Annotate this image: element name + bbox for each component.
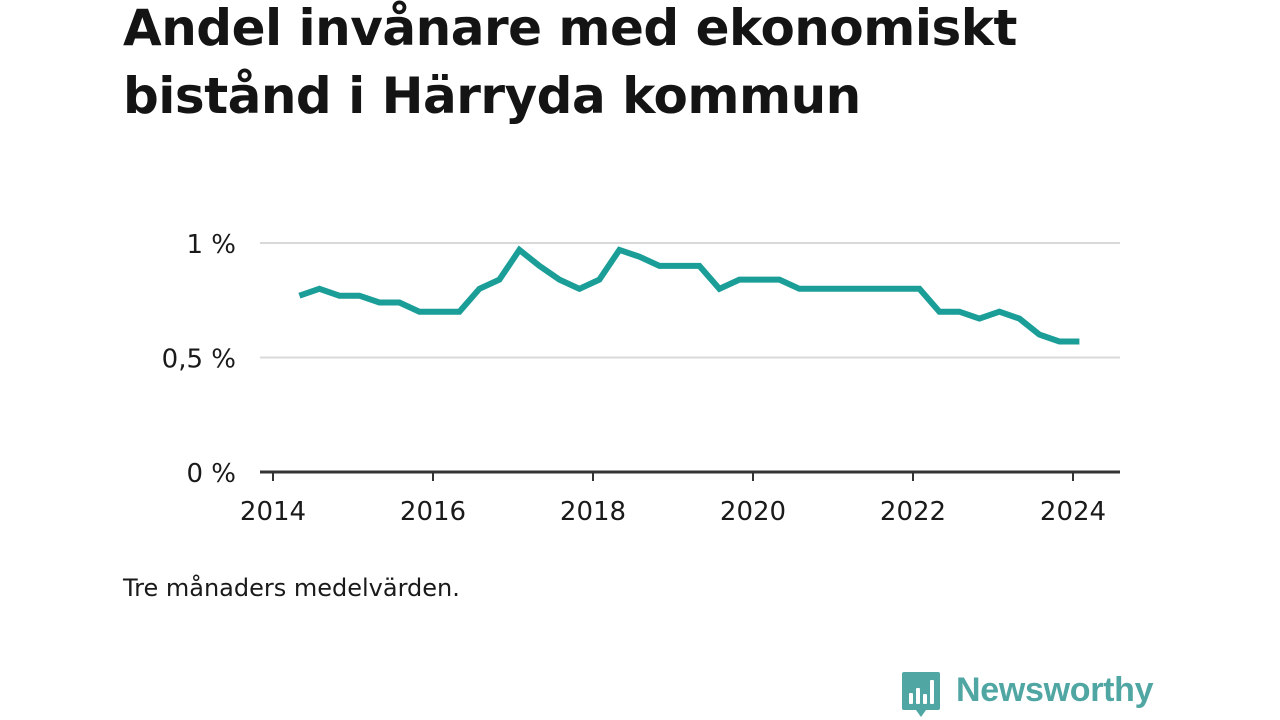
newsworthy-logo-icon — [902, 672, 940, 717]
line-chart: 0 % 0,5 % 1 % 2014 2016 2018 2020 2022 2024 — [162, 230, 1120, 527]
x-axis-tick-labels: 2014 2016 2018 2020 2022 2024 — [240, 497, 1106, 527]
chart-footnote: Tre månaders medelvärden. — [123, 574, 460, 602]
y-tick-label: 0 % — [186, 459, 236, 489]
x-tick-label: 2014 — [240, 497, 306, 527]
x-tick-label: 2024 — [1040, 497, 1106, 527]
series-layer — [298, 245, 1080, 345]
gridlines — [260, 242, 1120, 359]
x-tick-label: 2018 — [560, 497, 626, 527]
y-tick-label: 1 % — [186, 230, 236, 260]
y-tick-label: 0,5 % — [162, 345, 236, 375]
chart-title: Andel invånare med ekonomiskt bistånd i … — [123, 0, 1017, 125]
x-tick-label: 2020 — [720, 497, 786, 527]
brand-name: Newsworthy — [956, 670, 1154, 709]
brand-logo[interactable]: Newsworthy — [900, 670, 1154, 720]
x-tick-label: 2022 — [880, 497, 946, 527]
x-axis — [260, 470, 1120, 481]
series-line — [298, 245, 1080, 345]
y-axis-tick-labels: 0 % 0,5 % 1 % — [162, 230, 236, 489]
x-tick-label: 2016 — [400, 497, 466, 527]
